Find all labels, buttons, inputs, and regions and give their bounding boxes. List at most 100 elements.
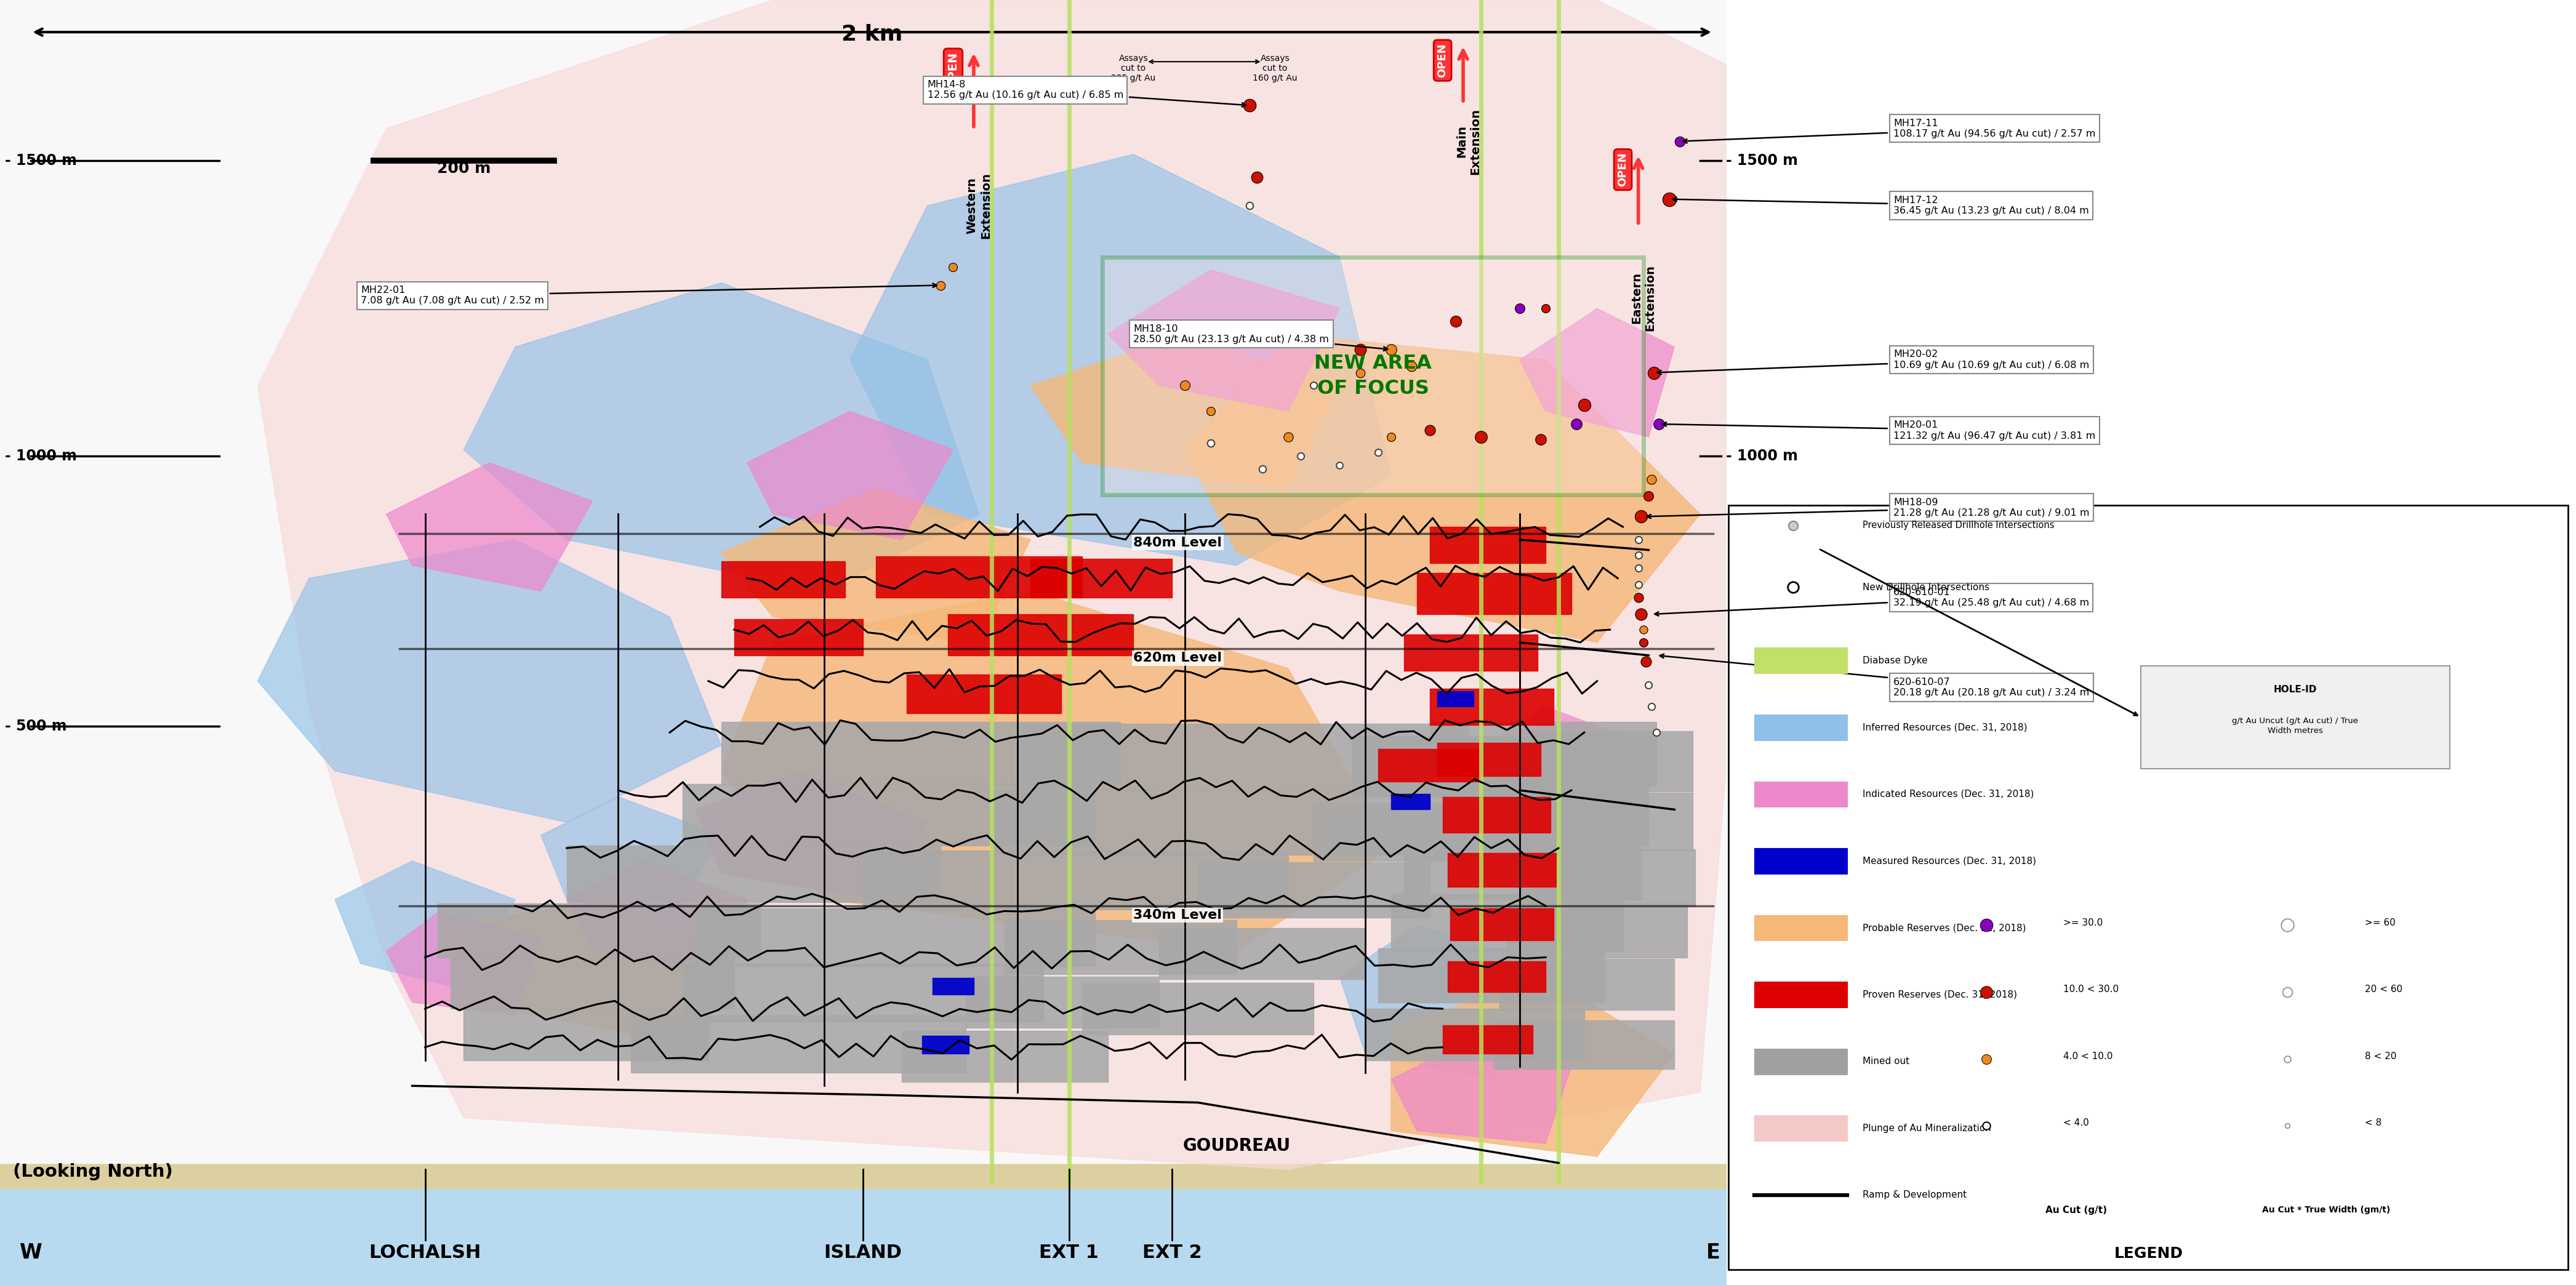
Text: EXT 2: EXT 2	[1141, 1244, 1203, 1262]
Text: Ramp & Development: Ramp & Development	[1862, 1190, 1965, 1200]
Point	[2267, 283, 2308, 303]
Point	[1965, 149, 2007, 170]
Polygon shape	[1468, 707, 1649, 848]
Point	[933, 1007, 974, 1028]
Point	[2267, 350, 2308, 370]
Bar	[683, 964, 1043, 1022]
Polygon shape	[1185, 334, 1700, 642]
Bar	[1430, 722, 1656, 786]
Bar	[1443, 1025, 1533, 1054]
Text: - 1000 m: - 1000 m	[5, 448, 77, 464]
Point	[1620, 660, 1662, 681]
Bar	[1103, 257, 1643, 495]
Bar	[902, 1031, 1108, 1082]
Point	[1370, 838, 1412, 858]
Bar	[1417, 784, 1649, 846]
Text: g/t Au Uncut (g/t Au cut) / True
Width metres: g/t Au Uncut (g/t Au cut) / True Width m…	[2233, 717, 2357, 735]
Bar	[1520, 849, 1695, 906]
Bar	[1378, 749, 1481, 781]
Text: >= 60: >= 60	[2365, 917, 2396, 928]
Text: W: W	[21, 1243, 41, 1263]
Point	[1631, 568, 1672, 589]
Text: MH20-01
121.32 g/t Au (96.47 g/t Au cut) / 3.81 m: MH20-01 121.32 g/t Au (96.47 g/t Au cut)…	[1662, 420, 2094, 441]
Bar	[1391, 894, 1623, 951]
Polygon shape	[386, 912, 541, 1015]
Point	[1564, 870, 1605, 891]
Bar	[1507, 903, 1687, 957]
Text: EXT 1: EXT 1	[1038, 1244, 1100, 1262]
Polygon shape	[258, 0, 1726, 1169]
Bar	[1378, 948, 1605, 1002]
Point	[1340, 925, 1381, 946]
Point	[1435, 953, 1476, 974]
Text: LEGEND: LEGEND	[2115, 1246, 2182, 1261]
Point	[1623, 632, 1664, 653]
Text: < 8: < 8	[2365, 1118, 2383, 1128]
Bar	[1404, 635, 1538, 671]
Text: 620-610-07
20.18 g/t Au (20.18 g/t Au cut) / 3.24 m: 620-610-07 20.18 g/t Au (20.18 g/t Au cu…	[1659, 654, 2089, 698]
Bar	[876, 556, 1082, 598]
Point	[1638, 851, 1680, 871]
Polygon shape	[1108, 270, 1340, 411]
Polygon shape	[464, 283, 979, 591]
Polygon shape	[721, 488, 1030, 642]
Point	[1772, 687, 1814, 708]
Text: Assays
cut to
160 g/t Au: Assays cut to 160 g/t Au	[1252, 54, 1298, 82]
Bar	[438, 903, 760, 957]
Bar	[1417, 573, 1571, 614]
Bar	[1754, 1115, 1847, 1141]
Bar	[1450, 908, 1553, 941]
Bar	[1030, 559, 1172, 598]
Polygon shape	[721, 591, 1391, 951]
Point	[1965, 283, 2007, 303]
Point	[2267, 216, 2308, 236]
Bar	[1082, 983, 1314, 1034]
Text: Proven Reserves (Dec. 31, 2018): Proven Reserves (Dec. 31, 2018)	[1862, 989, 2017, 1000]
Text: 8 < 20: 8 < 20	[2365, 1051, 2396, 1061]
Point	[1628, 590, 1669, 610]
Text: - 1500 m: - 1500 m	[1726, 153, 1798, 168]
Text: Main
Extension: Main Extension	[1455, 108, 1481, 175]
Point	[1636, 542, 1677, 563]
Point	[1618, 735, 1659, 756]
Text: Mined out: Mined out	[1862, 1056, 1909, 1067]
Text: - 1500 m: - 1500 m	[5, 153, 77, 168]
Text: - 1000 m: - 1000 m	[1726, 448, 1798, 464]
Point	[920, 989, 961, 1010]
Bar	[1754, 848, 1847, 874]
Text: OPEN: OPEN	[1618, 153, 1628, 186]
Bar	[734, 619, 863, 655]
Text: >= 30.0: >= 30.0	[2063, 917, 2102, 928]
Bar	[1437, 743, 1540, 776]
Polygon shape	[1391, 1041, 1571, 1144]
Text: Au Cut * True Width (gm/t): Au Cut * True Width (gm/t)	[2262, 1205, 2391, 1214]
Point	[2267, 149, 2308, 170]
Point	[1556, 851, 1597, 871]
Text: New Drillhole Intersections: New Drillhole Intersections	[1862, 582, 1989, 592]
Point	[1229, 1069, 1270, 1090]
Polygon shape	[567, 861, 747, 977]
Polygon shape	[1391, 977, 1674, 1157]
Bar	[0, 1156, 1726, 1189]
Text: MH17-11
108.17 g/t Au (94.56 g/t Au cut) / 2.57 m: MH17-11 108.17 g/t Au (94.56 g/t Au cut)…	[1682, 118, 2094, 143]
Bar	[1448, 961, 1546, 992]
Bar	[1728, 505, 2568, 1270]
Point	[1461, 838, 1502, 858]
Bar	[863, 851, 1288, 910]
Text: 200 m: 200 m	[438, 162, 489, 176]
Bar	[1499, 959, 1674, 1010]
Text: 1: 1	[2566, 0, 2573, 3]
Point	[1618, 720, 1659, 740]
Point	[1409, 844, 1450, 865]
Bar	[464, 1009, 708, 1060]
Text: 620m Level: 620m Level	[1133, 651, 1221, 664]
Text: MH18-09
21.28 g/t Au (21.28 g/t Au cut) / 9.01 m: MH18-09 21.28 g/t Au (21.28 g/t Au cut) …	[1646, 497, 2089, 518]
Point	[1236, 1097, 1278, 1118]
Point	[1190, 864, 1231, 884]
Bar	[1314, 803, 1546, 861]
Bar	[1352, 736, 1597, 797]
Bar	[1404, 840, 1641, 900]
Text: MH14-8
12.56 g/t Au (10.16 g/t Au cut) / 6.85 m: MH14-8 12.56 g/t Au (10.16 g/t Au cut) /…	[927, 80, 1247, 107]
Text: Assays
cut to
225 g/t Au: Assays cut to 225 g/t Au	[1110, 54, 1157, 82]
Point	[1370, 925, 1412, 946]
